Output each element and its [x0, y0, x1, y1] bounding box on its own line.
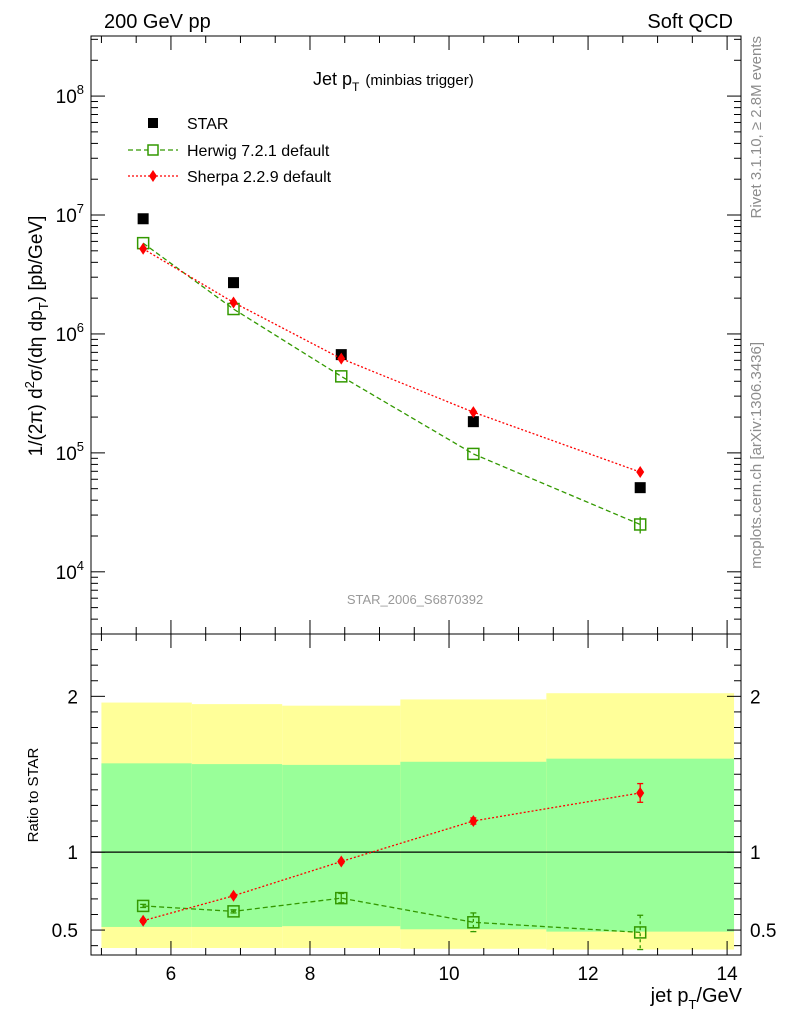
xtick-label-2: 10 — [438, 964, 459, 985]
main-ytick-label-1: 105 — [56, 439, 84, 465]
ratio-ytick-label-left-2: 2 — [67, 687, 78, 708]
xtick-label-1: 8 — [305, 964, 316, 985]
xlabel-main: jet p — [650, 985, 689, 1007]
ratio-line-sherpa — [142, 792, 641, 922]
rivet-label: Rivet 3.1.10, ≥ 2.8M events — [748, 36, 765, 219]
main-ytick-label-0: 104 — [56, 558, 84, 584]
title-note: (minbias trigger) — [365, 72, 473, 89]
ratio-ylabel: Ratio to STAR — [25, 747, 42, 842]
header-right: Soft QCD — [647, 11, 733, 33]
main-point-sherpa-0 — [139, 242, 148, 255]
ratio-ytick-label-right-0: 0.5 — [750, 921, 776, 942]
header-left: 200 GeV pp — [104, 11, 211, 33]
mcplots-label: mcplots.cern.ch [arXiv:1306.3436] — [748, 342, 765, 569]
title-main: Jet p — [313, 69, 352, 89]
main-point-star-1 — [228, 277, 240, 289]
xtick-label-3: 12 — [577, 964, 598, 985]
ratio-frame — [90, 633, 742, 956]
main-line-sherpa — [142, 248, 641, 473]
xtick-label-0: 6 — [166, 964, 177, 985]
main-ylabel: 1/(2π) d2σ/(dη dpT) [pb/GeV] — [22, 216, 51, 457]
main-title: Jet pT (minbias trigger) — [313, 69, 474, 94]
legend-marker-herwig — [147, 144, 159, 156]
ratio-point-sherpa-0 — [139, 914, 148, 927]
analysis-watermark: STAR_2006_S6870392 — [347, 592, 483, 607]
ratio-point-herwig-1 — [227, 905, 240, 918]
ratio-point-herwig-3 — [467, 916, 480, 929]
xlabel-sub: T — [688, 997, 696, 1012]
ratio-ytick-label-right-1: 1 — [750, 843, 761, 864]
legend-label-star: STAR — [187, 116, 228, 133]
main-point-herwig-2 — [335, 370, 348, 383]
main-axes: 104 105 106 107 108 — [56, 35, 742, 635]
main-point-sherpa-2 — [337, 352, 346, 365]
ratio-bands — [101, 693, 735, 950]
ratio-point-sherpa-4 — [636, 786, 645, 799]
band-inner-0 — [101, 763, 192, 927]
main-point-star-0 — [137, 213, 149, 225]
legend-marker-sherpa — [149, 170, 157, 182]
main-ytick-label-4: 108 — [56, 82, 84, 108]
ratio-point-sherpa-1 — [229, 889, 238, 902]
main-point-sherpa-1 — [229, 296, 238, 309]
legend-label-sherpa: Sherpa 2.2.9 default — [187, 169, 332, 186]
band-inner-3 — [400, 761, 547, 930]
ratio-ytick-label-left-1: 1 — [67, 843, 78, 864]
ratio-point-herwig-2 — [335, 891, 348, 905]
ratio-series — [136, 782, 647, 951]
xtick-label-4: 14 — [717, 964, 739, 985]
x-axis-label: jet pT/GeV — [650, 985, 743, 1012]
main-series — [136, 213, 647, 534]
ratio-line-herwig — [143, 897, 641, 934]
title-sub: T — [352, 80, 360, 94]
main-point-star-4 — [634, 482, 646, 494]
main-point-star-3 — [467, 416, 479, 428]
xlabel-unit: /GeV — [696, 985, 742, 1007]
ratio-point-herwig-4 — [633, 926, 647, 939]
legend: STAR Herwig 7.2.1 default Sherpa 2.2.9 d… — [128, 116, 332, 186]
ratio-point-sherpa-3 — [469, 814, 478, 827]
band-inner-1 — [191, 764, 283, 927]
svg-text:Jet pT(minbias trigger): Jet pT (minbias trigger) — [313, 69, 474, 94]
ratio-point-sherpa-2 — [337, 855, 346, 868]
main-ytick-label-2: 106 — [56, 320, 84, 346]
legend-marker-star — [148, 118, 158, 128]
ratio-point-herwig-0 — [136, 899, 150, 913]
main-point-herwig-4 — [633, 518, 647, 531]
ratio-ytick-label-left-0: 0.5 — [52, 921, 78, 942]
main-point-herwig-3 — [467, 447, 480, 461]
main-point-sherpa-3 — [469, 406, 478, 419]
main-line-herwig — [142, 242, 641, 526]
ratio-ytick-label-right-2: 2 — [750, 687, 761, 708]
main-ytick-label-3: 107 — [56, 201, 84, 227]
main-point-sherpa-4 — [636, 466, 645, 479]
ratio-axes: 0.5 0.51 12 26 8 10 12 14 — [52, 633, 776, 985]
legend-label-herwig: Herwig 7.2.1 default — [187, 143, 330, 160]
